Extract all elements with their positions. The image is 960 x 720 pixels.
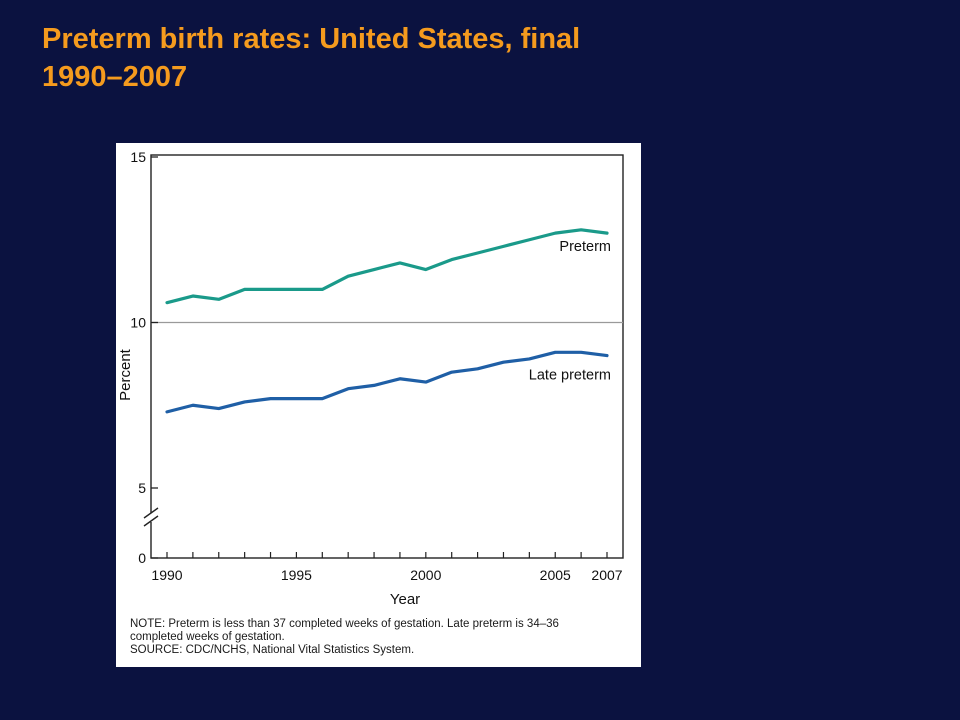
- y-tick-label: 0: [138, 550, 146, 566]
- axis-break-mark: [143, 515, 159, 527]
- y-tick-label: 10: [130, 315, 146, 331]
- series-label-2: Late preterm: [529, 368, 611, 384]
- y-axis-label: Percent: [117, 348, 134, 401]
- note-line-1: NOTE: Preterm is less than 37 completed …: [130, 618, 559, 630]
- chart-figure: 0 5 10 15 1990 1995 2000 2005 2007 Year Percent Pre…: [116, 143, 641, 667]
- series-line-1: [165, 228, 609, 305]
- slide-title-line-2: 1990–2007: [42, 61, 188, 93]
- slide-title-line-1: Preterm birth rates: United States, fina…: [42, 23, 581, 55]
- x-tick-label: 1990: [151, 567, 182, 583]
- note-line-2: completed weeks of gestation.: [130, 631, 285, 643]
- series-label-1: Preterm: [559, 239, 611, 255]
- slide-title: Preterm birth rates: United States, fina…: [42, 20, 742, 96]
- source-line: SOURCE: CDC/NCHS, National Vital Statist…: [130, 644, 415, 656]
- line-chart: 0 5 10 15 1990 1995 2000 2005 2007 Year Percent Pre…: [117, 149, 624, 608]
- x-tick-label: 1995: [281, 567, 312, 583]
- x-tick-label: 2005: [540, 567, 571, 583]
- series-line-2: [165, 350, 609, 414]
- y-tick-label: 15: [130, 149, 146, 165]
- chart-note: NOTE: Preterm is less than 37 completed …: [130, 618, 630, 657]
- y-tick-label: 5: [138, 480, 146, 496]
- x-tick-label: 2000: [410, 567, 441, 583]
- axis-break-mark: [143, 507, 159, 519]
- plot-frame: [150, 154, 624, 559]
- x-tick-label: 2007: [591, 567, 622, 583]
- axis-break-gap: [143, 513, 159, 522]
- x-axis-label: Year: [390, 591, 420, 608]
